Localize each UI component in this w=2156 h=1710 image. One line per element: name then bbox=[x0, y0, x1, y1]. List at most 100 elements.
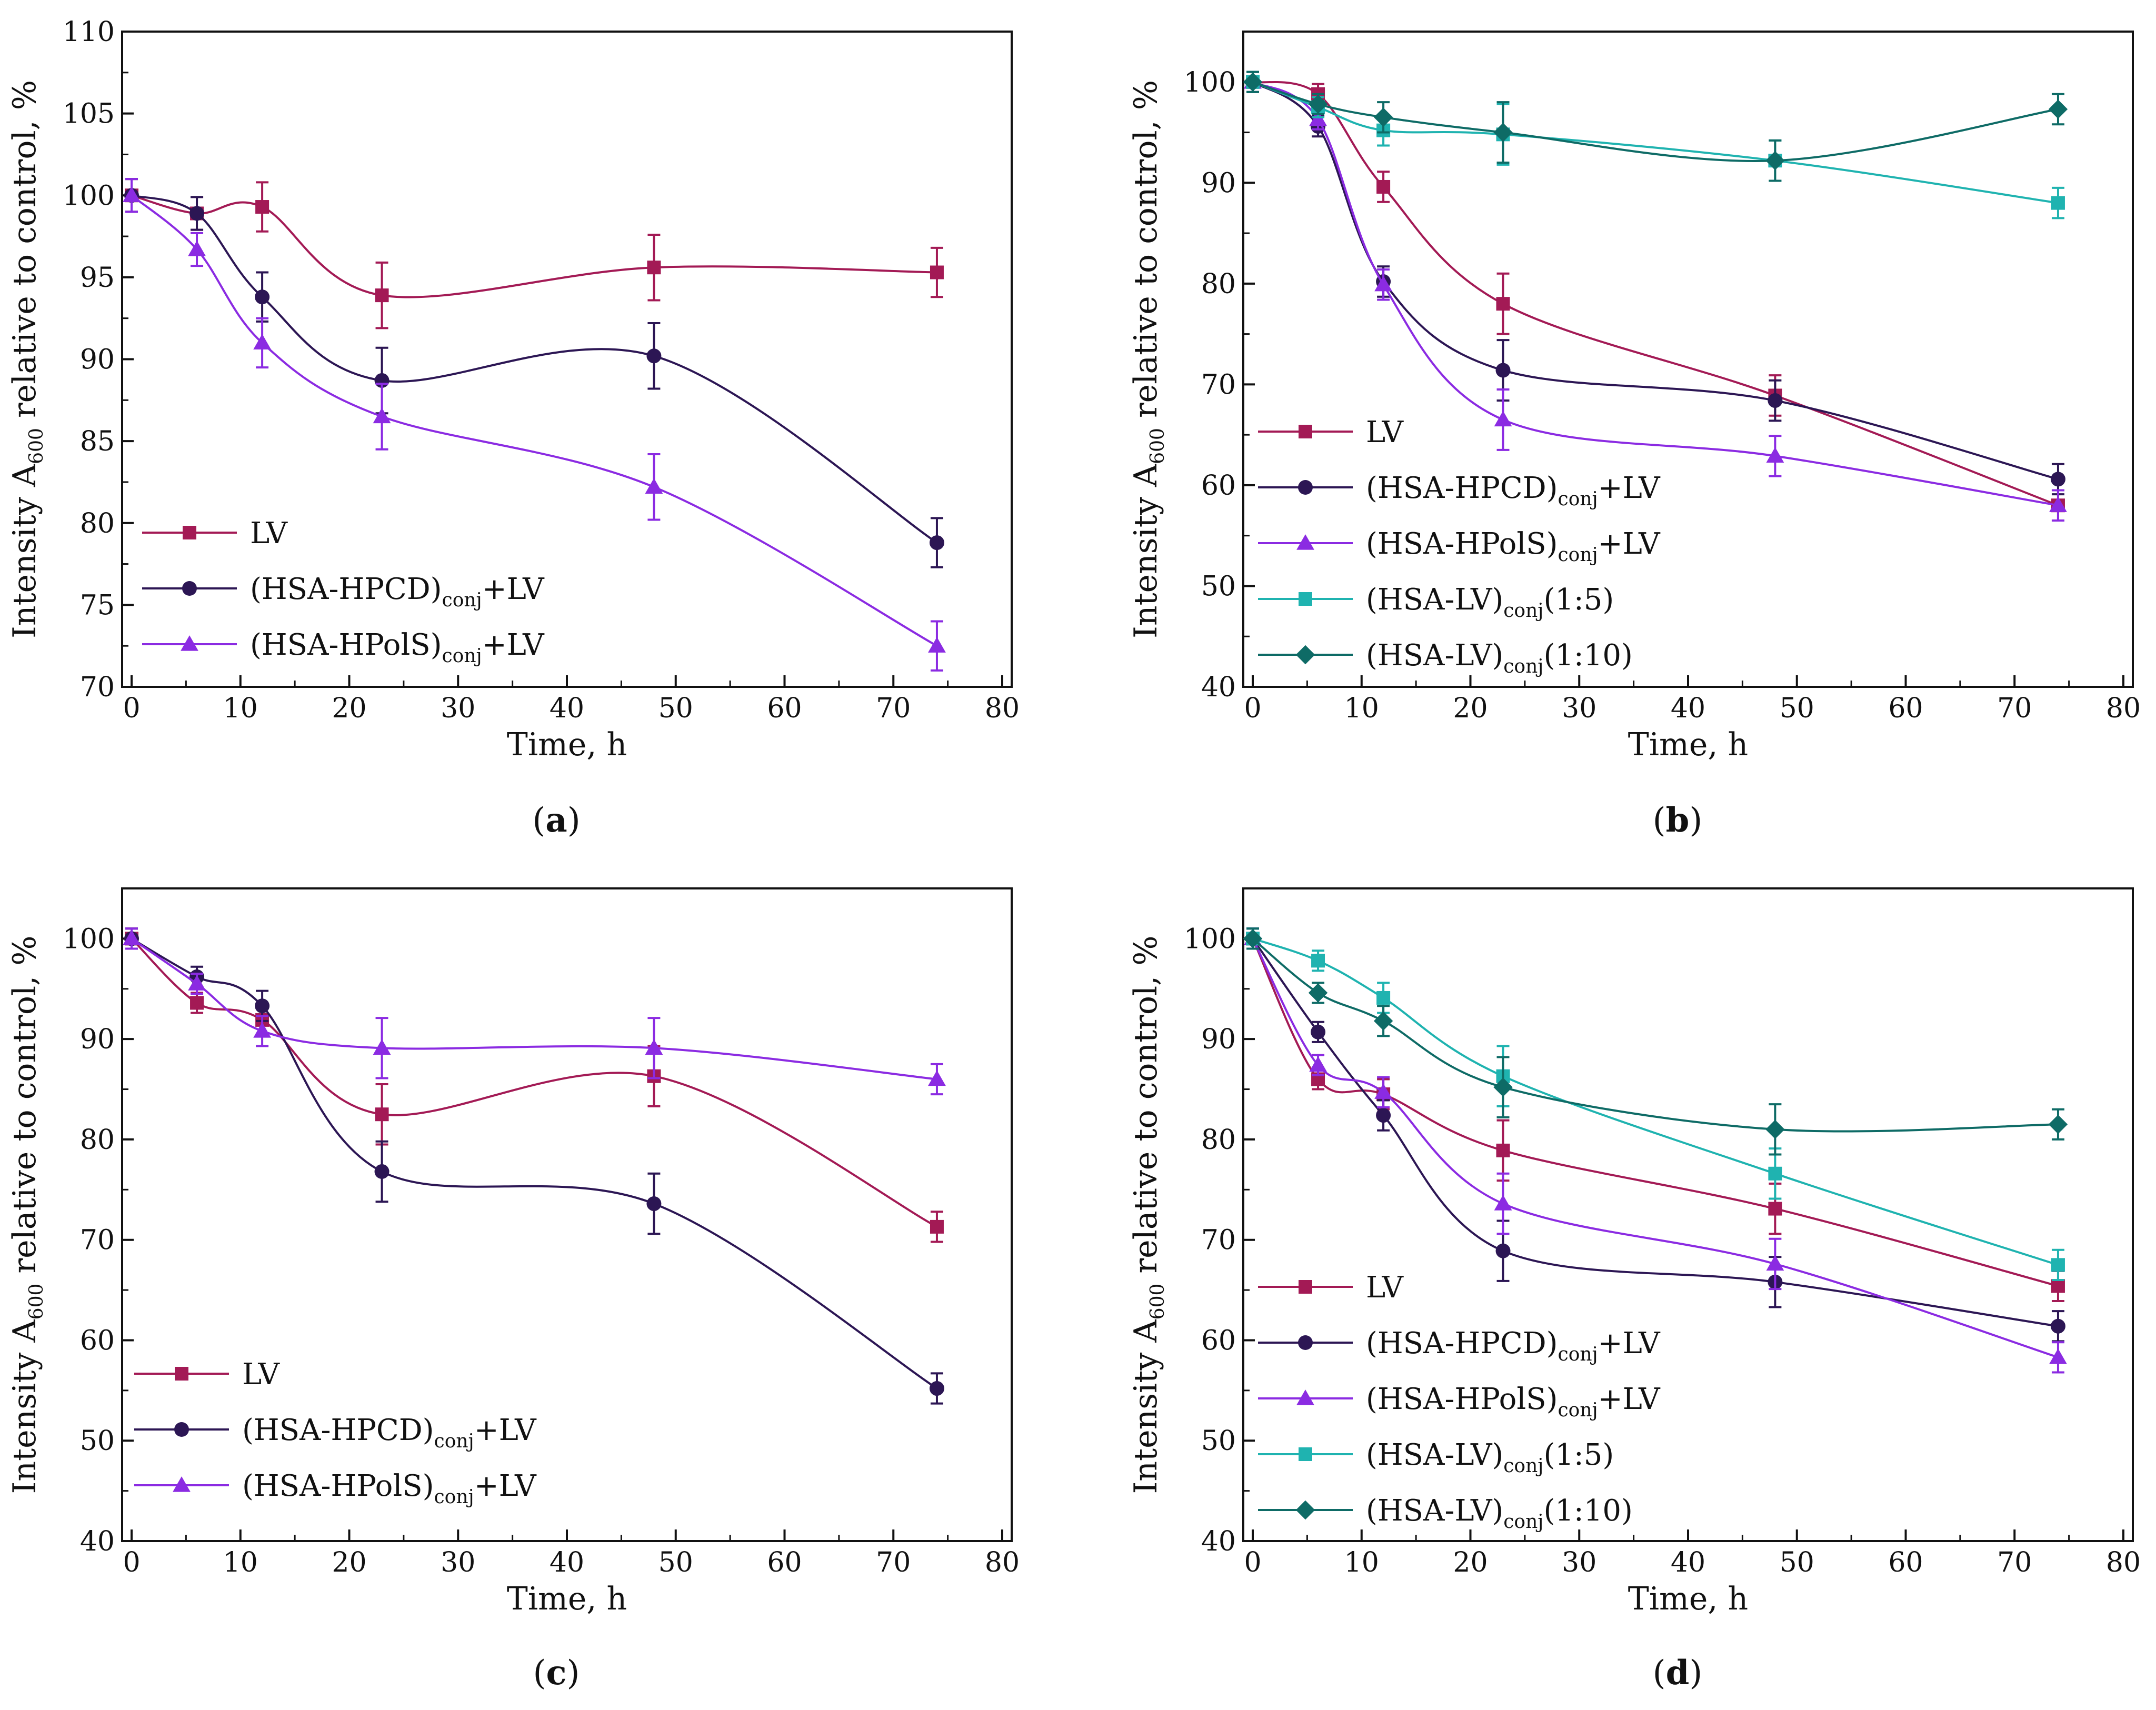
y-tick-label: 70 bbox=[80, 672, 115, 703]
x-tick-label: 20 bbox=[332, 693, 366, 724]
y-tick-label: 100 bbox=[63, 180, 115, 212]
legend: LV (HSA-HPCD)conj+LV (HSA-HPolS)conj+LV (HS… bbox=[1258, 1271, 1661, 1533]
legend-item-lv110: (HSA-LV)conj(1:10) bbox=[1258, 1494, 1633, 1533]
legend-item-hpols: (HSA-HPolS)conj+LV bbox=[134, 1469, 537, 1508]
series-lv15 bbox=[1246, 927, 2065, 1281]
legend-label: (HSA-HPolS)conj+LV bbox=[1366, 1382, 1661, 1421]
series-hpols bbox=[1244, 71, 2067, 522]
series-hpols bbox=[123, 178, 946, 672]
x-tick-label: 30 bbox=[1562, 693, 1596, 724]
legend-label-sub: conj bbox=[434, 1486, 474, 1508]
panel-caption: (c) bbox=[533, 1653, 580, 1693]
series-lv15 bbox=[1246, 71, 2065, 219]
data-point bbox=[929, 535, 944, 551]
data-point bbox=[255, 200, 270, 214]
x-tick-label: 60 bbox=[767, 1547, 802, 1578]
x-tick-label: 40 bbox=[1671, 693, 1705, 724]
x-tick-label: 40 bbox=[550, 693, 584, 724]
series-lv bbox=[125, 927, 944, 1243]
legend-label-main: (HSA-LV) bbox=[1366, 1494, 1503, 1528]
data-point bbox=[253, 334, 271, 350]
legend-item-lv: LV bbox=[1258, 1271, 1404, 1305]
x-tick-label: 20 bbox=[1453, 693, 1488, 724]
panel-caption-close: ) bbox=[567, 801, 581, 840]
legend-label-sub: conj bbox=[1503, 1511, 1543, 1533]
y-tick-label: 90 bbox=[1201, 167, 1236, 199]
x-tick-label: 20 bbox=[1453, 1547, 1488, 1578]
legend: LV(HSA-HPCD)conj+LV(HSA-HPolS)conj+LV bbox=[134, 1357, 537, 1508]
y-axis-title-tail: relative to control, % bbox=[1127, 936, 1164, 1284]
data-point bbox=[1494, 1195, 1512, 1211]
data-point bbox=[1766, 447, 1784, 463]
x-axis-title: Time, h bbox=[1628, 1581, 1748, 1617]
legend-item-lv15: (HSA-LV)conj(1:5) bbox=[1258, 1438, 1614, 1477]
panel-caption-close: ) bbox=[566, 1654, 580, 1693]
series-line-hpols bbox=[1252, 81, 2059, 507]
data-point bbox=[255, 998, 270, 1014]
x-tick-label: 70 bbox=[1997, 693, 2032, 724]
legend-item-hpcd: (HSA-HPCD)conj+LV bbox=[134, 1413, 537, 1452]
data-point bbox=[1376, 991, 1391, 1005]
series-hpcd bbox=[124, 178, 944, 568]
data-point bbox=[375, 288, 389, 303]
series-line-lv15 bbox=[1252, 937, 2059, 1266]
legend-marker bbox=[182, 581, 197, 596]
x-tick-label: 50 bbox=[658, 1547, 693, 1578]
legend: LV (HSA-HPCD)conj+LV (HSA-HPolS)conj+LV bbox=[142, 516, 545, 667]
legend-label-tail: (1:5) bbox=[1543, 583, 1614, 617]
legend-marker bbox=[173, 1476, 191, 1492]
legend-label-main: LV bbox=[1366, 415, 1404, 449]
data-point bbox=[2049, 1348, 2067, 1364]
legend-label-main: (HSA-HPCD) bbox=[242, 1413, 434, 1447]
legend-item-lv: LV bbox=[142, 516, 288, 551]
x-tick-label: 0 bbox=[123, 693, 140, 724]
series-lv110 bbox=[1243, 927, 2068, 1156]
legend-marker bbox=[1296, 1389, 1314, 1405]
legend-marker bbox=[1296, 534, 1314, 550]
data-point bbox=[1243, 929, 1263, 948]
y-tick-label: 70 bbox=[1201, 369, 1236, 401]
legend-item-hpols: (HSA-HPolS)conj+LV bbox=[1258, 527, 1661, 566]
series-lv110 bbox=[1243, 71, 2068, 182]
legend-item-lv: LV bbox=[134, 1357, 281, 1392]
series-hpols bbox=[1244, 927, 2067, 1374]
legend-label-main: LV bbox=[1366, 1271, 1404, 1305]
x-tick-label: 50 bbox=[1780, 1547, 1814, 1578]
data-point bbox=[1376, 1108, 1391, 1123]
data-point bbox=[1765, 1119, 1785, 1139]
legend-label-tail: +LV bbox=[1598, 471, 1661, 505]
legend-label: (HSA-HPCD)conj+LV bbox=[250, 572, 545, 611]
data-point bbox=[375, 1107, 389, 1122]
y-tick-label: 60 bbox=[1201, 1325, 1236, 1356]
data-point bbox=[1373, 1011, 1393, 1031]
legend-label: (HSA-HPolS)conj+LV bbox=[250, 628, 545, 667]
legend-label-tail: (1:10) bbox=[1543, 638, 1632, 673]
x-tick-label: 10 bbox=[223, 1547, 258, 1578]
panel-caption-close: ) bbox=[1689, 1654, 1702, 1693]
legend-label-tail: +LV bbox=[1598, 1382, 1661, 1416]
panel-caption-open: ( bbox=[532, 801, 545, 840]
y-tick-label: 80 bbox=[80, 1124, 115, 1156]
legend-item-hpcd: (HSA-HPCD)conj+LV bbox=[1258, 471, 1661, 510]
y-tick-label: 40 bbox=[80, 1526, 115, 1557]
legend-marker bbox=[1299, 1447, 1312, 1461]
data-point bbox=[2050, 1318, 2065, 1334]
x-tick-label: 60 bbox=[1888, 1547, 1923, 1578]
data-point bbox=[1308, 983, 1328, 1003]
x-tick-label: 10 bbox=[223, 693, 258, 724]
y-tick-label: 85 bbox=[80, 426, 115, 457]
series-line-lv110 bbox=[1252, 81, 2059, 162]
legend-label-tail: +LV bbox=[474, 1413, 537, 1447]
data-point bbox=[189, 206, 205, 221]
y-axis-title-sub: 600 bbox=[26, 1284, 47, 1320]
y-tick-label: 80 bbox=[1201, 268, 1236, 300]
legend-label: (HSA-HPCD)conj+LV bbox=[1366, 1326, 1661, 1365]
x-tick-label: 0 bbox=[123, 1547, 140, 1578]
y-tick-label: 75 bbox=[80, 589, 115, 621]
legend-label: LV bbox=[1366, 415, 1404, 449]
data-point bbox=[123, 186, 141, 202]
legend-item-hpols: (HSA-HPolS)conj+LV bbox=[142, 628, 545, 667]
data-point bbox=[1496, 1143, 1510, 1157]
series-line-hpcd bbox=[131, 194, 938, 544]
x-tick-label: 40 bbox=[550, 1547, 584, 1578]
